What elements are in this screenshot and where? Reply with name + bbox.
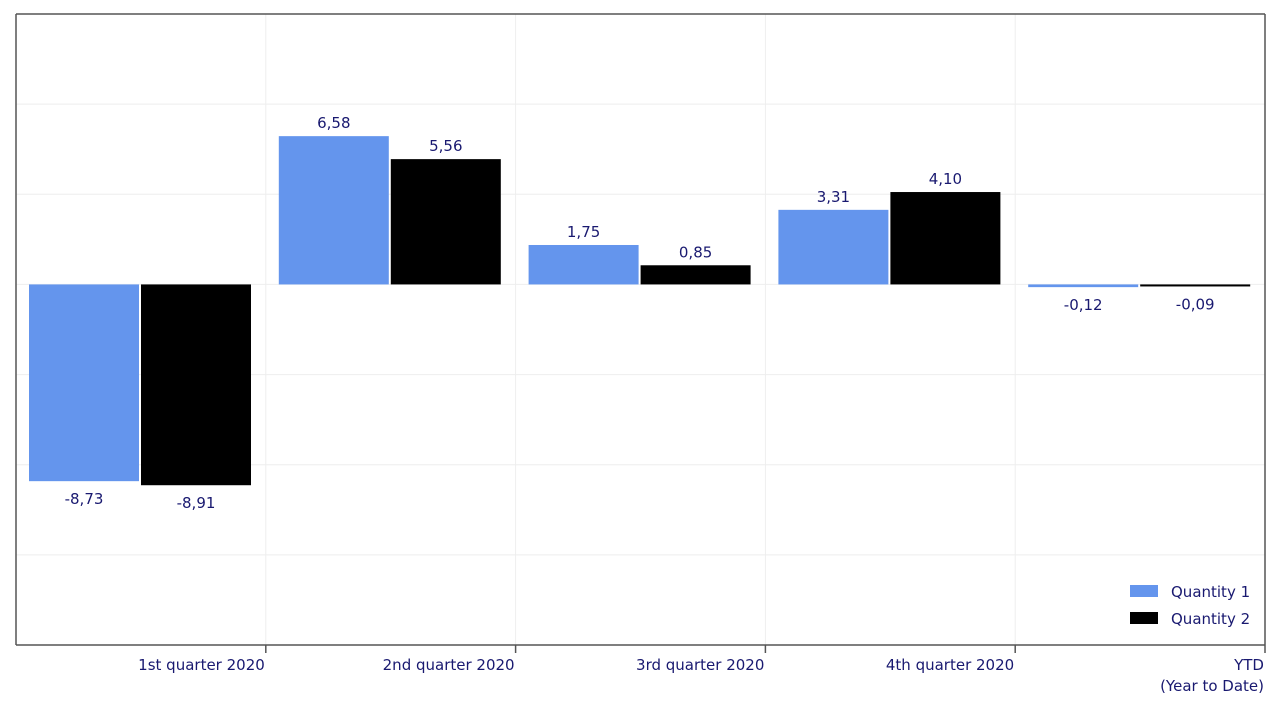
legend-label: Quantity 1 xyxy=(1171,583,1250,601)
data-label: 3,31 xyxy=(817,188,850,206)
data-label: 4,10 xyxy=(929,170,962,188)
legend-swatch xyxy=(1130,585,1158,597)
x-tick-label: YTD xyxy=(1233,656,1264,674)
x-tick-label: (Year to Date) xyxy=(1160,677,1264,695)
bar-1-3 xyxy=(528,244,639,285)
x-tick-label: 4th quarter 2020 xyxy=(886,656,1014,674)
x-tick-label: 2nd quarter 2020 xyxy=(383,656,515,674)
legend-swatch xyxy=(1130,612,1158,624)
bar-2-1 xyxy=(141,284,251,486)
data-label: -0,09 xyxy=(1176,295,1215,313)
data-label: -8,73 xyxy=(65,490,104,508)
bar-2-2 xyxy=(390,159,501,285)
data-label: 5,56 xyxy=(429,137,462,155)
bar-1-4 xyxy=(778,209,889,285)
legend-label: Quantity 2 xyxy=(1171,610,1250,628)
data-label: 0,85 xyxy=(679,243,712,261)
x-tick-label: 1st quarter 2020 xyxy=(138,656,265,674)
data-label: -8,91 xyxy=(177,494,216,512)
bar-1-1 xyxy=(29,284,139,482)
bar-2-5 xyxy=(1140,284,1251,287)
data-label: 6,58 xyxy=(317,114,350,132)
bar-1-5 xyxy=(1028,284,1139,288)
x-tick-label: 3rd quarter 2020 xyxy=(636,656,764,674)
data-label: 1,75 xyxy=(567,223,600,241)
data-label: -0,12 xyxy=(1064,296,1103,314)
bar-2-3 xyxy=(640,265,751,285)
bar-2-4 xyxy=(890,192,1001,285)
bar-1-2 xyxy=(278,136,389,285)
